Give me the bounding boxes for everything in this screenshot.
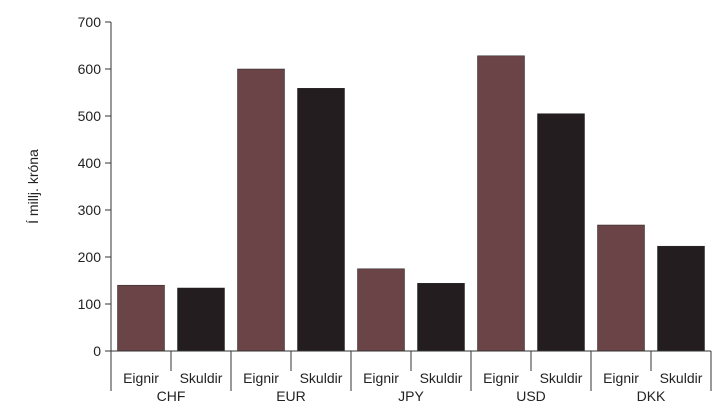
bar-eur-eignir: [237, 68, 285, 352]
x-category-label: CHF: [157, 388, 186, 404]
bar-eur-skuldir: [297, 88, 345, 352]
x-series-label: Skuldir: [420, 370, 463, 386]
x-series-label: Eignir: [483, 370, 519, 386]
bar-dkk-skuldir: [657, 245, 705, 352]
x-series-label: Skuldir: [540, 370, 583, 386]
y-tick-label: 400: [78, 155, 102, 171]
y-axis: 0 100 200 300 400 500 600 700: [78, 14, 112, 359]
y-tick-label: 300: [78, 202, 102, 218]
y-tick-label: 600: [78, 61, 102, 77]
x-category-label: EUR: [276, 388, 306, 404]
x-series-label: Skuldir: [300, 370, 343, 386]
y-tick-label: 100: [78, 296, 102, 312]
x-series-label: Eignir: [363, 370, 399, 386]
x-series-label: Eignir: [123, 370, 159, 386]
bar-usd-eignir: [477, 55, 525, 352]
x-category-label: JPY: [398, 388, 424, 404]
x-series-label: Skuldir: [180, 370, 223, 386]
y-tick-label: 500: [78, 108, 102, 124]
x-series-label: Eignir: [603, 370, 639, 386]
bar-usd-skuldir: [537, 113, 585, 352]
bar-chf-skuldir: [177, 287, 225, 352]
x-series-label: Eignir: [243, 370, 279, 386]
y-tick-label: 0: [93, 343, 101, 359]
bars: [117, 55, 705, 352]
y-tick-label: 700: [78, 14, 102, 30]
bar-dkk-eignir: [597, 224, 645, 352]
x-axis: Eignir Skuldir CHF Eignir Skuldir EUR Eignir Sk…: [110, 350, 712, 404]
bar-jpy-skuldir: [417, 283, 465, 352]
bar-chf-eignir: [117, 284, 165, 352]
y-tick-label: 200: [78, 249, 102, 265]
x-category-label: USD: [516, 388, 546, 404]
y-axis-title: Í millj. króna: [25, 149, 41, 224]
bar-jpy-eignir: [357, 268, 405, 352]
x-series-label: Skuldir: [660, 370, 703, 386]
x-category-label: DKK: [637, 388, 666, 404]
